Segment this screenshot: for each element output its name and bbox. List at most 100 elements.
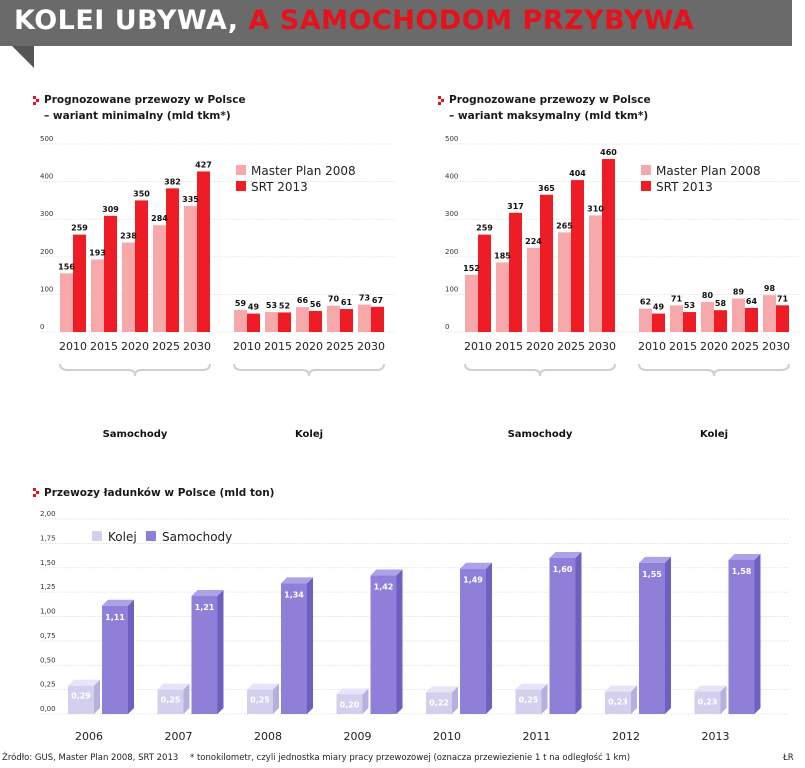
group-label-kolej: Kolej	[295, 429, 323, 440]
bar-samochody-top	[102, 599, 134, 606]
x-tick-label: 2008	[254, 730, 282, 743]
value-label-kolej: 0,20	[340, 701, 360, 710]
bar-srt	[683, 312, 696, 332]
x-tick-label: 2020	[526, 340, 554, 353]
bar-master-plan	[327, 305, 340, 332]
x-tick-label: 2006	[75, 730, 103, 743]
value-label-srt: 317	[507, 202, 524, 211]
bar-master-plan	[153, 225, 166, 332]
y-tick-label: 0	[445, 323, 449, 331]
title-bullet	[33, 102, 36, 105]
bar-samochody	[460, 568, 486, 714]
y-tick-label: 100	[40, 285, 53, 293]
bar-samochody-side	[217, 590, 224, 714]
legend-swatch-srt	[236, 181, 246, 191]
bar-kolej-top	[68, 679, 100, 686]
bar-kolej	[515, 689, 542, 714]
bar-samochody	[102, 605, 128, 714]
value-label-srt: 49	[248, 303, 260, 312]
bar-samochody-top	[370, 569, 403, 576]
x-tick-label: 2030	[183, 340, 211, 353]
x-tick-label: 2025	[557, 340, 585, 353]
bar-kolej-top	[605, 685, 637, 692]
legend-label-master-plan: Master Plan 2008	[251, 164, 356, 178]
bar-kolej-side	[273, 683, 279, 714]
group-brace	[233, 363, 385, 377]
title-bullet	[36, 491, 39, 494]
y-tick-label: 2,00	[40, 510, 56, 518]
y-tick-label: 400	[445, 173, 458, 181]
bar-srt	[309, 310, 322, 332]
value-label-samochody: 1,49	[463, 576, 483, 585]
bar-srt	[340, 309, 353, 332]
x-tick-label: 2015	[669, 340, 697, 353]
chart-minimal-variant: Prognozowane przewozy w Polsce – wariant …	[33, 94, 395, 440]
y-tick-label: 1,25	[40, 583, 56, 591]
chart-maximal-variant: Prognozowane przewozy w Polsce – wariant …	[438, 94, 800, 440]
legend-swatch-master-plan	[641, 165, 651, 175]
bar-master-plan	[265, 312, 278, 332]
headline-background	[0, 0, 792, 46]
value-label-master-plan: 62	[640, 298, 651, 307]
bar-srt	[571, 180, 584, 332]
value-label-srt: 56	[310, 300, 322, 309]
value-label-master-plan: 193	[89, 248, 106, 257]
bar-master-plan	[184, 206, 197, 332]
y-tick-label: 0,00	[40, 705, 56, 713]
bar-master-plan	[60, 273, 73, 332]
bar-kolej-side	[452, 686, 458, 714]
bar-samochody-top	[549, 552, 582, 558]
value-label-srt: 309	[102, 205, 119, 214]
bar-kolej	[694, 691, 721, 714]
bar-samochody	[639, 562, 665, 714]
legend-swatch-srt	[641, 181, 651, 191]
value-label-master-plan: 71	[671, 294, 683, 303]
bar-kolej	[157, 689, 184, 714]
y-tick-label: 1,75	[40, 534, 56, 542]
bar-kolej-side	[631, 685, 637, 714]
value-label-master-plan: 310	[587, 204, 604, 213]
value-label-srt: 52	[279, 301, 290, 310]
bar-samochody	[728, 559, 755, 714]
bar-master-plan	[465, 274, 478, 332]
bar-kolej-top	[336, 688, 369, 695]
bar-samochody-top	[281, 577, 313, 584]
bar-kolej	[247, 689, 273, 714]
bar-kolej-top	[247, 683, 279, 690]
bar-kolej-side	[183, 683, 190, 714]
bar-master-plan	[527, 247, 540, 332]
bar-samochody-top	[191, 590, 224, 597]
value-label-samochody: 1,11	[105, 613, 125, 622]
bar-srt	[135, 200, 148, 332]
value-label-srt: 259	[71, 224, 88, 233]
bar-srt	[166, 188, 179, 332]
bar-srt	[371, 306, 384, 332]
bar-srt	[745, 307, 758, 332]
bar-kolej	[426, 692, 452, 714]
value-label-srt: 382	[164, 177, 181, 186]
bar-kolej	[605, 691, 631, 714]
x-tick-label: 2012	[612, 730, 640, 743]
chart-title-line1: Prognozowane przewozy w Polsce	[449, 94, 651, 106]
group-label-samochody: Samochody	[508, 429, 573, 440]
value-label-master-plan: 66	[297, 296, 309, 305]
x-tick-label: 2020	[295, 340, 323, 353]
bar-samochody-side	[665, 556, 671, 714]
value-label-master-plan: 73	[359, 294, 370, 303]
bar-kolej-side	[94, 679, 100, 714]
bar-srt	[714, 310, 727, 332]
headline-banner: KOLEI UBYWA, A SAMOCHODOM PRZYBYWA	[0, 0, 805, 68]
x-tick-label: 2007	[165, 730, 193, 743]
title-bullet	[438, 102, 441, 105]
value-label-master-plan: 80	[702, 291, 714, 300]
value-label-srt: 259	[476, 224, 493, 233]
value-label-master-plan: 152	[463, 264, 480, 273]
value-label-samochody: 1,55	[642, 570, 662, 579]
y-tick-label: 200	[40, 248, 53, 256]
value-label-master-plan: 156	[58, 262, 75, 271]
value-label-kolej: 0,25	[519, 696, 539, 705]
x-tick-label: 2030	[357, 340, 385, 353]
y-tick-label: 400	[40, 173, 53, 181]
y-tick-label: 0,75	[40, 632, 56, 640]
y-tick-label: 0,50	[40, 656, 56, 664]
